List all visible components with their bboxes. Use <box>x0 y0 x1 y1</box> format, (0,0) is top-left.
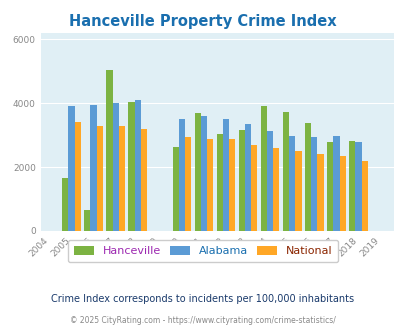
Bar <box>339 156 345 231</box>
Bar <box>134 100 141 231</box>
Bar <box>273 148 279 231</box>
Bar <box>354 142 361 231</box>
Bar <box>96 126 102 231</box>
Bar <box>294 151 301 231</box>
Bar <box>228 139 235 231</box>
Bar <box>178 118 185 231</box>
Bar <box>361 161 367 231</box>
Bar <box>317 154 323 231</box>
Bar <box>311 137 317 231</box>
Bar <box>266 131 273 231</box>
Text: Crime Index corresponds to incidents per 100,000 inhabitants: Crime Index corresponds to incidents per… <box>51 294 354 304</box>
Bar <box>68 106 75 231</box>
Bar <box>326 142 333 231</box>
Bar <box>141 129 147 231</box>
Bar <box>288 137 294 231</box>
Bar <box>84 210 90 231</box>
Text: © 2025 CityRating.com - https://www.cityrating.com/crime-statistics/: © 2025 CityRating.com - https://www.city… <box>70 315 335 325</box>
Text: Hanceville Property Crime Index: Hanceville Property Crime Index <box>69 14 336 29</box>
Bar <box>172 147 178 231</box>
Bar <box>62 178 68 231</box>
Bar <box>106 70 112 231</box>
Bar <box>128 102 134 231</box>
Bar <box>245 124 251 231</box>
Bar <box>260 107 266 231</box>
Bar <box>118 126 125 231</box>
Bar <box>185 137 191 231</box>
Bar <box>282 112 288 231</box>
Bar <box>333 136 339 231</box>
Bar <box>251 145 257 231</box>
Bar <box>207 139 213 231</box>
Legend: Hanceville, Alabama, National: Hanceville, Alabama, National <box>68 240 337 262</box>
Bar <box>348 141 354 231</box>
Bar <box>75 122 81 231</box>
Bar <box>90 105 96 231</box>
Bar <box>194 113 200 231</box>
Bar <box>200 116 207 231</box>
Bar <box>112 103 118 231</box>
Bar <box>238 130 245 231</box>
Bar <box>304 123 311 231</box>
Bar <box>216 134 222 231</box>
Bar <box>222 118 228 231</box>
